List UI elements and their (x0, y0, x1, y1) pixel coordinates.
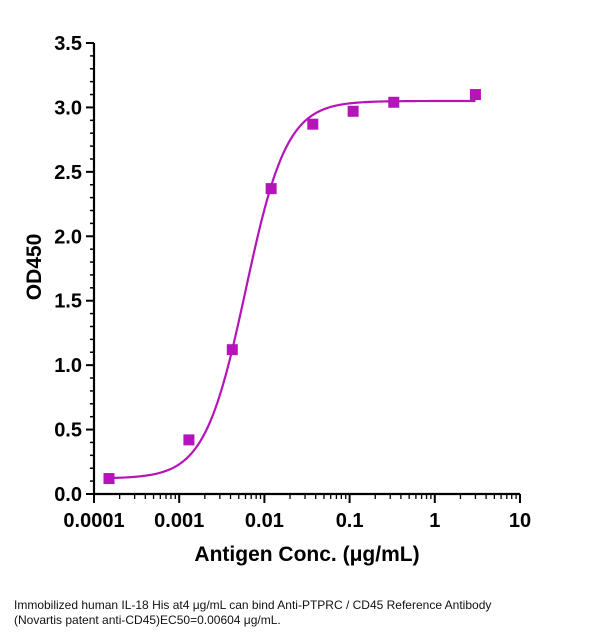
y-tick-label: 3.5 (54, 33, 82, 55)
x-tick-label: 0.001 (154, 510, 204, 532)
caption-line-2: (Novartis patent anti-CD45)EC50=0.00604… (14, 613, 584, 628)
data-point (183, 434, 194, 445)
figure-caption: Immobilized human IL-18 His at4 μg/mL ca… (14, 598, 584, 628)
x-tick-label: 0.01 (245, 510, 284, 532)
y-axis-title: OD450 (23, 234, 46, 301)
axes: 0.0 0.5 1.0 1.5 2.0 2.5 3.0 3.5 0.0001 0.001 0.01 0… (54, 33, 531, 532)
dose-response-chart: 0.0 0.5 1.0 1.5 2.0 2.5 3.0 3.5 0.0001 0.001 0.01 0… (0, 0, 591, 595)
y-tick-label: 2.0 (54, 226, 82, 248)
fit-curve-layer (109, 101, 475, 478)
x-tick-label: 0.0001 (63, 510, 124, 532)
data-point (307, 119, 318, 130)
x-tick-label: 1 (429, 510, 440, 532)
data-point (104, 473, 115, 484)
x-axis-title: Antigen Conc. (μg/mL) (194, 543, 419, 566)
y-tick-label: 2.5 (54, 162, 82, 184)
y-tick-label: 1.5 (54, 291, 82, 313)
y-tick-label: 3.0 (54, 97, 82, 119)
x-tick-label: 0.1 (336, 510, 364, 532)
data-point (227, 344, 238, 355)
y-tick-label: 1.0 (54, 355, 82, 377)
data-point (470, 89, 481, 100)
data-point (348, 106, 359, 117)
fit-curve (109, 101, 475, 478)
y-tick-label: 0.5 (54, 420, 82, 442)
data-point (388, 97, 399, 108)
x-tick-label: 10 (509, 510, 531, 532)
y-tick-label: 0.0 (54, 484, 82, 506)
data-point (266, 183, 277, 194)
caption-line-1: Immobilized human IL-18 His at4 μg/mL ca… (14, 598, 584, 613)
data-points-layer (104, 89, 481, 484)
